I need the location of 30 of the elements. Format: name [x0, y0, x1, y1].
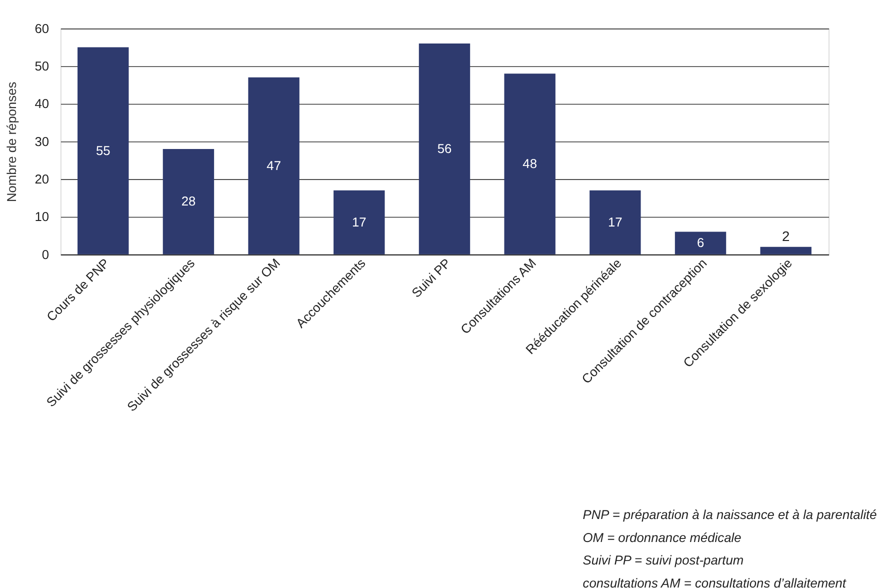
data-label: 17 [608, 214, 622, 230]
bar [418, 44, 470, 254]
data-label: 17 [352, 214, 366, 230]
bar [248, 77, 300, 254]
text: consultations AM = consultations d’allaitement [582, 575, 848, 588]
data-label: 47 [266, 158, 281, 173]
text: Suivi PP = suivi post-partum [582, 552, 744, 568]
y-tick-label: 0 [42, 246, 50, 262]
bar [760, 246, 812, 254]
data-label: 56 [437, 140, 452, 156]
data-label: 6 [696, 235, 704, 250]
bar [674, 232, 726, 254]
data-label: 55 [96, 142, 110, 158]
bar [334, 190, 385, 254]
bar [590, 190, 641, 254]
data-label: 48 [522, 156, 537, 171]
text: PNP = préparation à la naissance et à la parentalité [582, 507, 877, 522]
y-tick-label: 30 [34, 134, 50, 149]
y-tick-label: 40 [34, 96, 50, 112]
text: OM = ordonnance médicale [582, 530, 742, 545]
y-tick-label: 20 [34, 172, 50, 187]
y-tick-label: 10 [34, 209, 50, 224]
y-tick-label: 50 [34, 58, 50, 74]
y-tick-label: 60 [34, 20, 50, 36]
bar [504, 74, 556, 254]
data-label: 28 [181, 194, 196, 209]
bar [78, 47, 129, 254]
bar [162, 148, 214, 254]
data-label: 2 [782, 228, 790, 244]
y-axis-title: Nombre de réponses [4, 82, 19, 202]
